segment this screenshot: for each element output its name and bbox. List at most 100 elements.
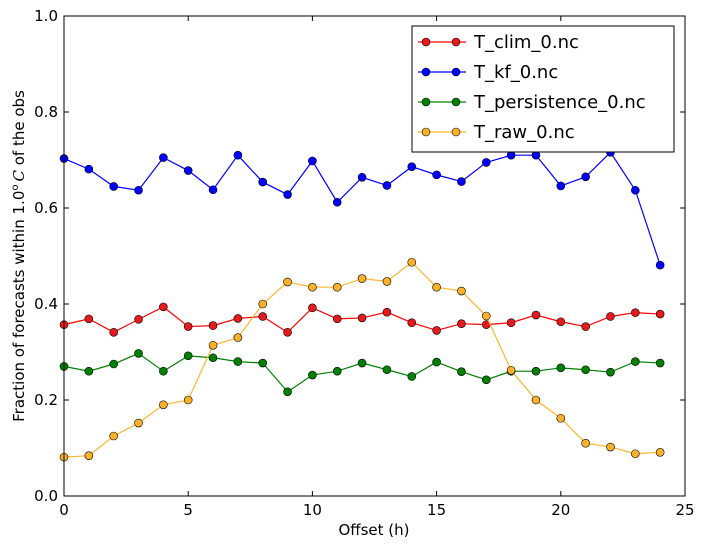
data-point: [581, 365, 590, 375]
data-point: [655, 358, 665, 368]
data-point: [531, 395, 541, 405]
data-point: [407, 257, 417, 267]
y-tick-label: 0.4: [34, 295, 58, 313]
data-point: [432, 170, 441, 180]
x-tick-label: 10: [303, 501, 322, 519]
data-point: [134, 315, 143, 324]
plot-area: [59, 148, 665, 462]
data-point: [457, 177, 466, 186]
data-point: [109, 182, 118, 191]
data-point: [382, 181, 392, 190]
y-axis-title: Fraction of forecasts within 1.0oC of th…: [10, 90, 28, 422]
legend-marker: [421, 127, 431, 137]
data-point: [606, 312, 615, 321]
data-point: [457, 286, 466, 296]
data-point: [506, 365, 516, 375]
data-point: [233, 314, 243, 323]
data-point: [556, 317, 566, 327]
legend: T_clim_0.nc T_kf_0.nc T_persistence_0.nc T_…: [411, 25, 675, 153]
data-point: [233, 333, 243, 342]
data-point: [457, 367, 466, 376]
y-tick-label: 0.0: [34, 487, 58, 505]
legend-marker: [421, 97, 431, 107]
data-point: [332, 366, 342, 376]
data-point: [84, 314, 94, 324]
data-point: [457, 319, 466, 328]
data-point: [556, 363, 566, 373]
series-3: [59, 257, 665, 462]
series-1: [59, 148, 665, 270]
x-tick-label: 5: [183, 501, 193, 519]
data-point: [84, 366, 94, 376]
data-point: [631, 185, 640, 195]
data-point: [531, 366, 541, 376]
data-point: [308, 282, 317, 292]
data-point: [382, 307, 392, 317]
data-point: [233, 357, 243, 366]
data-point: [332, 314, 342, 324]
axis-ticks: 0 5 10 15 20 25 0.0 0.2 0.4 0.6 0.8 1.0: [34, 7, 694, 519]
data-point: [407, 372, 417, 381]
x-tick-label: 20: [551, 501, 570, 519]
data-point: [407, 162, 417, 172]
legend-item-2: T_persistence_0.nc: [418, 92, 646, 113]
legend-label: T_persistence_0.nc: [473, 92, 646, 113]
y-tick-label: 0.8: [34, 103, 58, 121]
legend-marker: [451, 127, 461, 137]
y-axis-title-suffix: of the obs: [10, 90, 28, 170]
data-point: [84, 164, 94, 174]
data-point: [655, 309, 665, 319]
legend-item-1: T_kf_0.nc: [418, 62, 558, 83]
data-point: [159, 400, 168, 410]
data-point: [357, 172, 367, 182]
legend-marker: [451, 37, 461, 47]
data-point: [357, 358, 367, 368]
data-point: [581, 172, 590, 182]
data-point: [432, 357, 441, 367]
series-2: [59, 349, 665, 397]
data-point: [332, 197, 342, 207]
data-point: [283, 190, 292, 199]
data-point: [183, 322, 193, 331]
legend-item-0: T_clim_0.nc: [418, 32, 579, 53]
y-axis-title-degree: o: [10, 185, 21, 191]
data-point: [481, 311, 491, 321]
data-point: [134, 349, 143, 358]
data-point: [531, 310, 541, 320]
data-point: [631, 449, 640, 459]
legend-item-3: T_raw_0.nc: [418, 122, 575, 143]
data-point: [109, 328, 118, 337]
data-point: [481, 158, 491, 167]
data-point: [655, 260, 665, 270]
data-point: [159, 153, 168, 162]
data-point: [506, 318, 516, 328]
legend-marker: [421, 37, 431, 47]
legend-label: T_clim_0.nc: [473, 32, 579, 53]
data-point: [233, 150, 243, 160]
data-point: [308, 156, 317, 166]
data-point: [432, 326, 441, 335]
data-point: [283, 277, 292, 287]
data-point: [655, 448, 665, 457]
data-point: [84, 451, 94, 460]
data-point: [606, 442, 615, 452]
data-point: [134, 418, 143, 428]
data-point: [208, 353, 218, 363]
data-point: [581, 438, 590, 448]
data-point: [208, 340, 218, 350]
data-point: [382, 365, 392, 375]
data-point: [258, 312, 268, 321]
data-point: [258, 299, 268, 309]
data-point: [283, 328, 292, 337]
data-point: [134, 185, 143, 195]
data-point: [481, 375, 491, 385]
data-point: [183, 351, 193, 361]
axes-frame: [63, 15, 686, 497]
series-0: [59, 302, 665, 337]
data-point: [556, 181, 566, 191]
data-point: [407, 318, 417, 328]
data-point: [258, 358, 268, 368]
data-point: [258, 177, 268, 187]
data-point: [556, 413, 566, 423]
